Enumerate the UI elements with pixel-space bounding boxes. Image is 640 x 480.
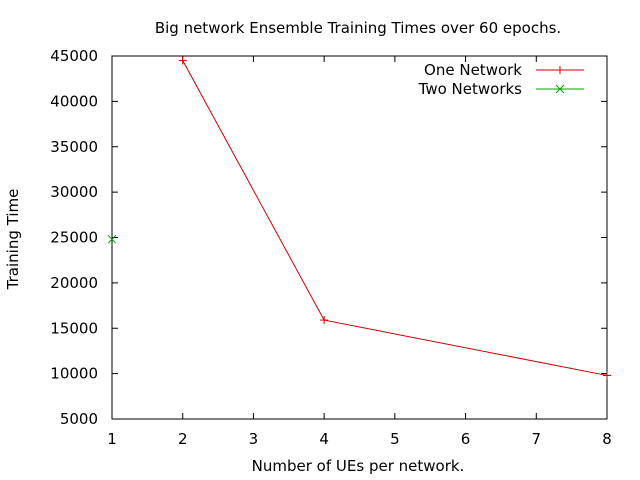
y-tick-label: 10000: [50, 365, 98, 383]
plot-frame: [111, 55, 608, 420]
x-axis-label: Number of UEs per network.: [252, 457, 465, 475]
x-tick-label: 6: [461, 430, 471, 448]
legend-label: One Network: [424, 61, 522, 79]
data-point-two-networks: [107, 234, 117, 244]
y-tick-label: 30000: [50, 183, 98, 201]
y-tick-label: 40000: [50, 92, 98, 110]
y-tick-label: 15000: [50, 319, 98, 337]
x-tick-label: 7: [532, 430, 542, 448]
series-layer: [107, 56, 611, 380]
y-tick-label: 35000: [50, 138, 98, 156]
x-tick-label: 3: [249, 430, 259, 448]
x-tick-label: 1: [107, 430, 117, 448]
chart-title: Big network Ensemble Training Times over…: [155, 19, 561, 37]
series-line-one-network: [182, 60, 608, 376]
x-tick-label: 4: [319, 430, 329, 448]
legend-marker: [556, 66, 564, 74]
data-point-one-network: [178, 56, 187, 65]
axis-ticks: 1 2 3 4 5 6 7 8 5000 10000 15000 20000 25000 30000 350…: [50, 47, 611, 448]
data-point-one-network: [603, 371, 611, 380]
y-axis-label: Training Time: [4, 189, 22, 291]
legend-item-one-network: One Network: [424, 61, 584, 79]
data-point-one-network: [320, 316, 329, 325]
y-tick-label: 45000: [50, 47, 98, 65]
x-tick-label: 8: [602, 430, 612, 448]
y-tick-label: 5000: [60, 410, 98, 428]
legend-item-two-networks: Two Networks: [418, 80, 584, 98]
x-tick-label: 5: [390, 430, 400, 448]
y-tick-label: 25000: [50, 229, 98, 247]
legend-marker: [555, 84, 565, 94]
legend-label: Two Networks: [418, 80, 523, 98]
x-tick-label: 2: [178, 430, 188, 448]
y-tick-label: 20000: [50, 274, 98, 292]
